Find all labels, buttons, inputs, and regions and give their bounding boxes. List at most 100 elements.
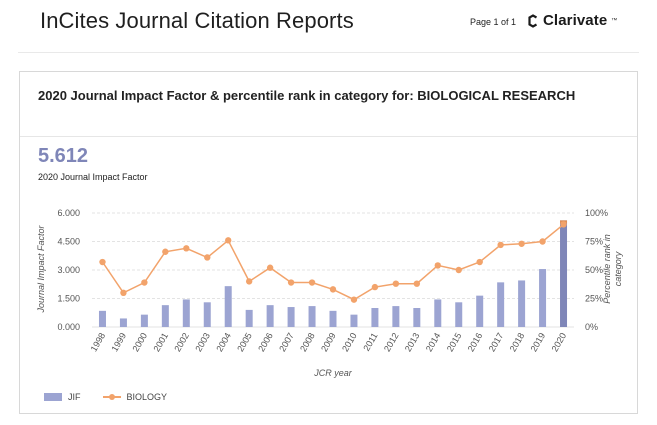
biology-point xyxy=(308,279,316,286)
jif-bar xyxy=(140,314,148,327)
x-tick-label: 2009 xyxy=(319,331,338,353)
x-tick-label: 2012 xyxy=(382,331,401,353)
legend-swatch-biology xyxy=(102,393,121,401)
jif-bar xyxy=(224,286,232,327)
jif-bar xyxy=(98,310,106,327)
brand-name: Clarivate xyxy=(543,12,608,29)
biology-point xyxy=(518,240,525,247)
x-tick-label: 2006 xyxy=(256,331,275,353)
header-divider xyxy=(18,52,639,53)
x-tick-label: 2015 xyxy=(445,331,464,353)
y-tick-label: 4.500 xyxy=(57,237,80,247)
biology-point xyxy=(329,286,337,293)
x-tick-label: 2007 xyxy=(277,331,296,353)
biology-point xyxy=(287,279,295,286)
x-tick-label: 2005 xyxy=(235,331,254,353)
x-tick-label: 2008 xyxy=(298,331,317,353)
jif-bars xyxy=(98,220,568,327)
x-tick-label: 1999 xyxy=(109,331,128,353)
jif-caption: 2020 Journal Impact Factor xyxy=(38,172,148,182)
y-axis-label: Journal Impact Factor xyxy=(36,224,46,313)
biology-point xyxy=(455,266,462,274)
y2-tick-label: 100% xyxy=(585,208,608,218)
biology-point xyxy=(371,283,379,291)
biology-point xyxy=(183,245,190,252)
jif-bar xyxy=(392,306,400,327)
jif-bar xyxy=(455,302,463,327)
legend-label-jif: JIF xyxy=(68,392,81,402)
jif-bar xyxy=(476,295,484,327)
jif-bar xyxy=(182,299,190,327)
biology-point xyxy=(392,280,400,287)
biology-point xyxy=(539,238,546,245)
card-title: 2020 Journal Impact Factor & percentile … xyxy=(38,88,576,103)
brand-trademark: ™ xyxy=(611,17,618,24)
jif-bar xyxy=(434,299,442,327)
jif-bar xyxy=(329,310,337,327)
y2-tick-label: 0% xyxy=(585,322,598,332)
biology-point xyxy=(141,279,148,286)
jif-bar xyxy=(287,307,295,327)
jif-bar xyxy=(350,314,358,327)
x-tick-label: 2002 xyxy=(172,331,191,353)
chart-legend: JIF BIOLOGY xyxy=(44,392,189,402)
x-tick-label: 2001 xyxy=(151,331,170,353)
axes: 6.000 4.500 3.000 1.500 0.000 100% 75% 50% 25% 0%… xyxy=(57,208,608,353)
x-tick-label: 2017 xyxy=(487,331,506,353)
biology-point xyxy=(162,248,169,255)
biology-point xyxy=(225,237,232,244)
y2-tick-label: 50% xyxy=(585,265,603,275)
legend-item-biology[interactable]: BIOLOGY xyxy=(102,392,168,402)
x-tick-label: 2016 xyxy=(466,331,485,353)
y2-axis-label-line1: Percentile rank in xyxy=(602,234,612,304)
card-divider xyxy=(20,136,637,137)
jif-chart: 6.000 4.500 3.000 1.500 0.000 100% 75% 50% 25% 0%… xyxy=(36,208,623,378)
jif-bar xyxy=(560,220,568,327)
biology-point xyxy=(434,262,441,269)
biology-point xyxy=(350,296,358,303)
biology-point xyxy=(99,258,106,266)
legend-label-biology: BIOLOGY xyxy=(126,392,168,402)
y2-tick-label: 25% xyxy=(585,294,603,304)
jif-bar xyxy=(413,308,421,327)
jif-value: 5.612 xyxy=(38,145,89,167)
y-tick-label: 1.500 xyxy=(57,294,80,304)
x-tick-label: 2018 xyxy=(508,331,527,353)
biology-point xyxy=(245,278,253,285)
biology-point xyxy=(204,254,211,261)
y-tick-label: 0.000 xyxy=(57,322,80,332)
legend-item-jif[interactable]: JIF xyxy=(44,392,81,402)
biology-line xyxy=(99,221,567,303)
biology-point xyxy=(476,258,483,266)
page-counter: Page 1 of 1 xyxy=(470,17,517,27)
jif-bar xyxy=(161,305,169,327)
x-tick-label: 2010 xyxy=(340,331,359,353)
jif-bar xyxy=(119,318,127,327)
x-axis-label: JCR year xyxy=(313,368,353,378)
jif-bar xyxy=(245,309,253,327)
jif-bar xyxy=(203,302,211,327)
y2-tick-label: 75% xyxy=(585,237,603,247)
x-tick-label: 2014 xyxy=(424,331,443,353)
jif-bar xyxy=(539,269,547,327)
jif-bar xyxy=(497,282,505,327)
x-tick-label: 2000 xyxy=(130,331,149,353)
biology-point xyxy=(497,241,504,249)
x-tick-label: 2003 xyxy=(193,331,212,353)
x-tick-label: 1998 xyxy=(89,331,108,353)
jif-bar xyxy=(308,306,316,327)
jif-bar xyxy=(266,305,274,327)
biology-point xyxy=(266,264,274,271)
y-tick-label: 3.000 xyxy=(57,265,80,275)
x-tick-label: 2020 xyxy=(550,331,569,353)
biology-point xyxy=(413,280,421,287)
biology-point xyxy=(120,289,127,296)
clarivate-mark-icon xyxy=(528,13,538,28)
y2-axis-label-line2: category xyxy=(613,251,623,286)
x-tick-label: 2019 xyxy=(529,331,548,353)
jif-bar xyxy=(371,308,379,327)
x-tick-label: 2013 xyxy=(403,331,422,353)
clarivate-logo: Clarivate ™ xyxy=(526,12,617,29)
jif-card: 2020 Journal Impact Factor & percentile … xyxy=(19,71,638,414)
